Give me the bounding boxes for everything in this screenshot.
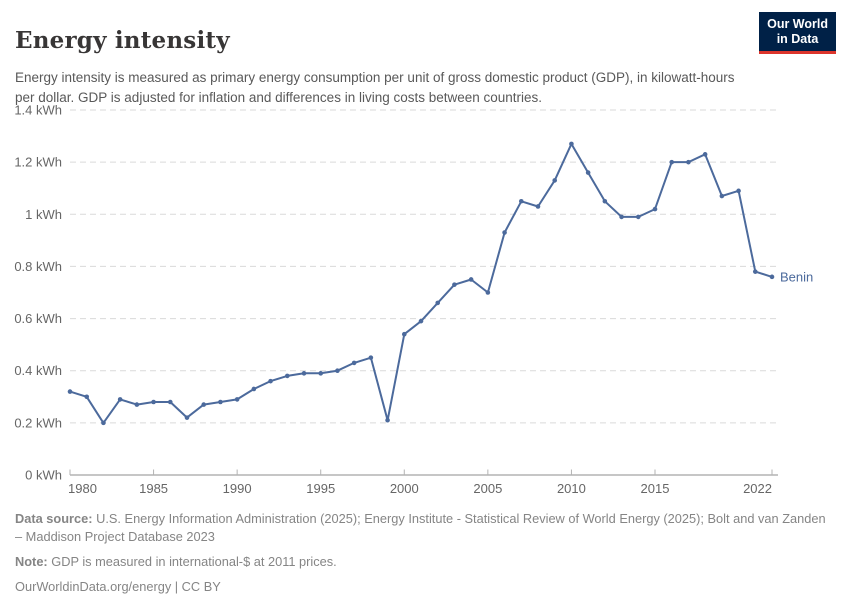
y-tick-label: 1.4 kWh: [14, 103, 62, 118]
owid-logo-line2: in Data: [776, 32, 819, 46]
data-point[interactable]: [201, 402, 207, 407]
note-line: Note: GDP is measured in international-$…: [15, 553, 833, 571]
data-source-line: Data source: U.S. Energy Information Adm…: [15, 510, 833, 546]
data-point[interactable]: [385, 417, 390, 423]
data-point[interactable]: [652, 206, 658, 212]
data-point[interactable]: [284, 373, 290, 379]
data-point[interactable]: [635, 214, 641, 220]
x-tick-label: 2015: [641, 481, 670, 496]
chart-area[interactable]: 0 kWh 0.2 kWh 0.4 kWh 0.6 kWh 0.8 kWh 1 kWh 1.…: [0, 95, 850, 505]
data-point[interactable]: [468, 277, 474, 282]
note-label: Note:: [15, 554, 48, 570]
data-point[interactable]: [67, 389, 73, 394]
data-point[interactable]: [702, 152, 708, 157]
data-point[interactable]: [552, 178, 558, 183]
data-point[interactable]: [151, 399, 156, 405]
data-point[interactable]: [301, 371, 307, 376]
data-point[interactable]: [535, 204, 541, 209]
data-point[interactable]: [84, 394, 90, 400]
data-point[interactable]: [335, 368, 340, 374]
x-tick-label: 2000: [390, 481, 419, 496]
data-point[interactable]: [485, 290, 491, 295]
data-point[interactable]: [752, 269, 758, 274]
y-tick-label: 1.2 kWh: [14, 155, 62, 170]
data-source-label: Data source:: [15, 511, 93, 526]
data-point[interactable]: [401, 331, 407, 337]
note-text: GDP is measured in international-$ at 20…: [47, 554, 337, 570]
x-tick-label: 2022: [743, 481, 772, 496]
owid-logo[interactable]: Our World in Data: [759, 12, 836, 54]
owid-logo-line1: Our World: [767, 17, 828, 31]
data-point[interactable]: [368, 355, 374, 360]
data-point[interactable]: [686, 159, 691, 165]
x-tick-label: 1990: [223, 481, 252, 496]
data-point[interactable]: [268, 378, 273, 384]
data-point[interactable]: [769, 274, 775, 280]
data-point[interactable]: [669, 159, 675, 165]
data-point[interactable]: [585, 170, 591, 175]
y-tick-label: 0 kWh: [25, 468, 62, 483]
x-tick-label: 2010: [557, 481, 586, 496]
data-point[interactable]: [719, 193, 725, 199]
license-link[interactable]: OurWorldinData.org/energy | CC BY: [15, 579, 221, 595]
data-point[interactable]: [167, 399, 173, 405]
data-point[interactable]: [234, 397, 240, 402]
data-point[interactable]: [418, 318, 424, 324]
chart-subtitle: Energy intensity is measured as primary …: [15, 69, 735, 106]
y-tick-label: 0.8 kWh: [14, 259, 62, 274]
y-tick-label: 0.2 kWh: [14, 415, 62, 430]
data-point[interactable]: [351, 360, 357, 366]
data-point[interactable]: [569, 141, 574, 147]
page-title: Energy intensity: [15, 27, 230, 55]
x-tick-label: 2005: [473, 481, 502, 496]
x-tick-label: 1980: [68, 481, 97, 496]
data-point[interactable]: [318, 371, 324, 376]
y-tick-label: 1 kWh: [25, 207, 62, 222]
data-point[interactable]: [184, 415, 190, 420]
data-point[interactable]: [435, 300, 441, 306]
energy-intensity-line-chart[interactable]: 0 kWh 0.2 kWh 0.4 kWh 0.6 kWh 0.8 kWh 1 kWh 1.…: [0, 95, 850, 505]
y-tick-label: 0.4 kWh: [14, 363, 62, 378]
x-tick-label: 1995: [306, 481, 335, 496]
data-point[interactable]: [452, 282, 457, 287]
data-point[interactable]: [736, 188, 741, 194]
data-point[interactable]: [518, 198, 524, 204]
x-tick-label: 1985: [139, 481, 168, 496]
data-source-text: U.S. Energy Information Administration (…: [15, 511, 826, 545]
data-point[interactable]: [619, 214, 624, 220]
data-point[interactable]: [251, 386, 257, 392]
data-point[interactable]: [117, 397, 123, 402]
data-point[interactable]: [602, 198, 608, 204]
data-point[interactable]: [101, 420, 106, 426]
data-point[interactable]: [502, 230, 507, 235]
data-point[interactable]: [134, 402, 140, 407]
chart-footer: Data source: U.S. Energy Information Adm…: [15, 510, 833, 600]
series-label-benin[interactable]: Benin: [780, 269, 813, 284]
benin-series-line: [69, 142, 773, 424]
y-tick-label: 0.6 kWh: [14, 311, 62, 326]
data-point[interactable]: [218, 399, 223, 405]
